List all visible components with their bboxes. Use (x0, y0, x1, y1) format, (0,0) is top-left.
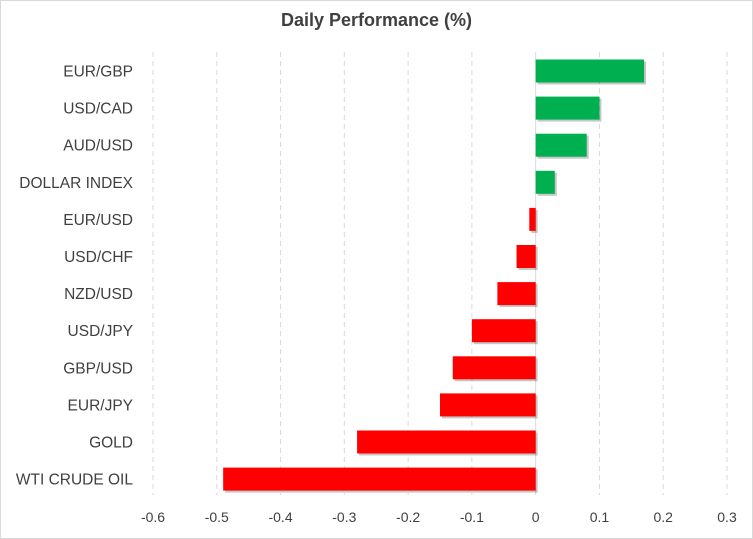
bar (516, 245, 536, 268)
category-label: WTI CRUDE OIL (16, 472, 133, 489)
x-tick-label: 0 (532, 509, 540, 525)
x-tick-label: -0.4 (268, 509, 292, 525)
bar (497, 282, 536, 306)
bar (535, 170, 555, 194)
x-tick-label: 0.1 (590, 509, 610, 525)
category-label: USD/CAD (63, 101, 133, 118)
category-label: AUD/USD (63, 138, 133, 155)
x-tick-label: -0.5 (205, 509, 229, 525)
bar (357, 430, 536, 454)
bar (440, 393, 536, 417)
x-tick-label: -0.6 (141, 509, 165, 525)
category-label: GBP/USD (63, 360, 133, 377)
category-label: EUR/USD (63, 212, 133, 229)
category-label: DOLLAR INDEX (19, 175, 133, 192)
bar (535, 133, 587, 157)
x-tick-label: 0.3 (717, 509, 737, 525)
category-label: NZD/USD (64, 286, 133, 303)
bar (529, 207, 536, 231)
bar (452, 356, 536, 380)
bar (535, 96, 600, 120)
bar (223, 467, 536, 491)
category-label: EUR/GBP (63, 64, 133, 81)
x-tick-label: -0.1 (460, 509, 484, 525)
category-label: USD/CHF (64, 249, 133, 266)
bar (535, 59, 645, 83)
category-label: GOLD (89, 435, 133, 452)
chart-title: Daily Performance (%) (280, 10, 473, 30)
category-label: EUR/JPY (68, 397, 133, 414)
bar (471, 319, 536, 343)
x-tick-label: -0.2 (396, 509, 420, 525)
x-tick-label: 0.2 (653, 509, 673, 525)
category-label: USD/JPY (68, 323, 133, 340)
x-tick-label: -0.3 (332, 509, 356, 525)
